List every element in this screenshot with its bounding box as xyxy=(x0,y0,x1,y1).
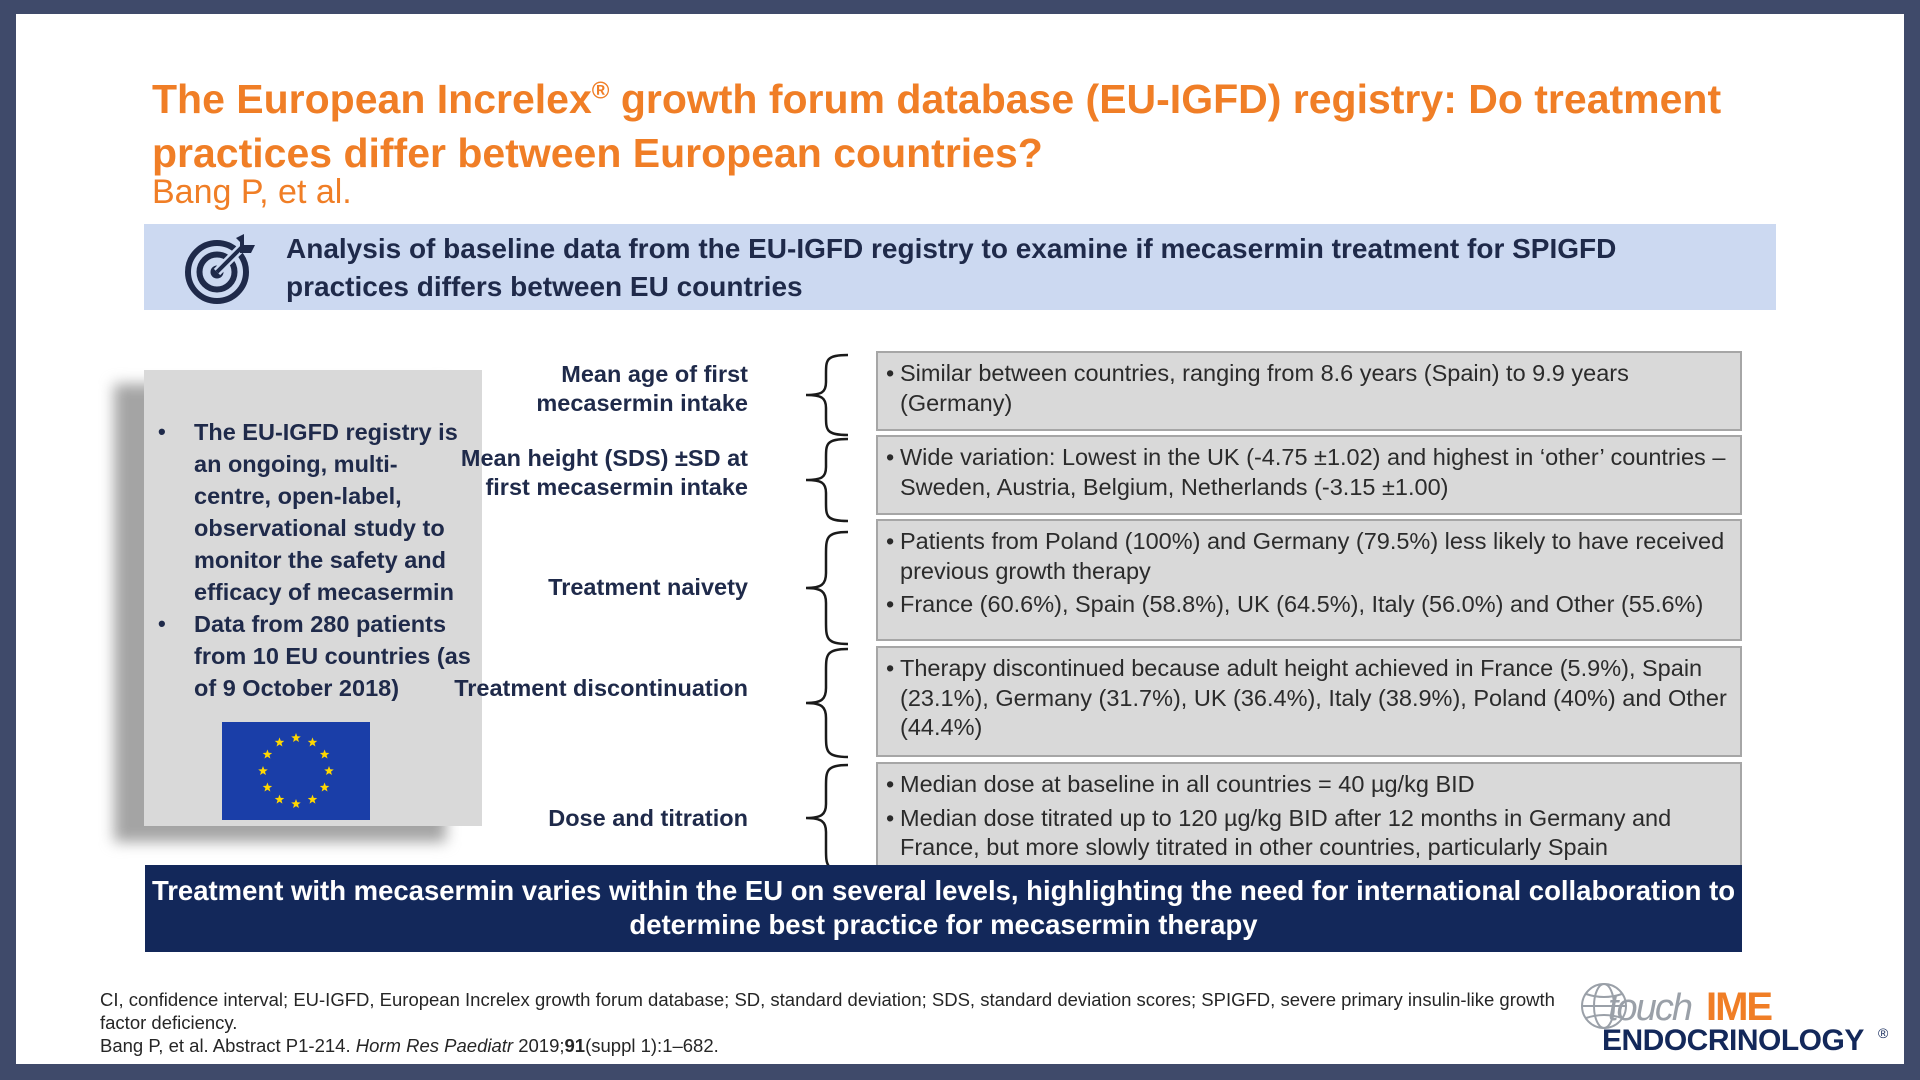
registry-bullets: • The EU-IGFD registry is an ongoing, mul… xyxy=(154,416,472,704)
eu-star-icon xyxy=(262,749,273,759)
row-bullet: • Patients from Poland (100%) and Germany… xyxy=(886,528,1725,584)
row-box-treatment-discontinuation: • Therapy discontinued because adult heig… xyxy=(876,646,1742,757)
brace-icon xyxy=(805,647,849,759)
eu-star-icon xyxy=(274,794,285,804)
logo-ime: IME xyxy=(1706,985,1772,1029)
row-box-dose-titration: • Median dose at baseline in all countrie… xyxy=(876,762,1742,872)
brace-icon xyxy=(805,437,849,523)
row-label-treatment-naivety: Treatment naivety xyxy=(548,574,748,600)
row-label-dose-titration: Dose and titration xyxy=(548,805,748,831)
globe-icon xyxy=(1581,983,1627,1029)
row-bullet: • France (60.6%), Spain (58.8%), UK (64.5… xyxy=(886,591,1704,617)
authors: Bang P, et al. xyxy=(152,173,352,211)
row-label-treatment-discontinuation: Treatment discontinuation xyxy=(454,675,748,701)
aim-text: Analysis of baseline data from the EU-IG… xyxy=(286,233,1617,302)
registered-mark: ® xyxy=(591,77,610,105)
brace-icon xyxy=(805,353,849,437)
row-bullet: • Therapy discontinued because adult heig… xyxy=(886,655,1727,740)
logo-touch: touch xyxy=(1608,987,1692,1029)
touchime-endocrinology-logo: touch IME ENDOCRINOLOGY ® xyxy=(1581,983,1889,1057)
eu-star-icon xyxy=(324,766,334,776)
row-bullet: • Median dose at baseline in all countrie… xyxy=(886,771,1475,797)
slide: The European Increlex® growth forum data… xyxy=(16,14,1904,1064)
row-bullet: • Wide variation: Lowest in the UK (-4.75… xyxy=(886,444,1726,500)
eu-star-icon xyxy=(291,733,301,743)
aim-banner: Analysis of baseline data from the EU-IG… xyxy=(144,224,1776,310)
eu-star-icon xyxy=(319,749,330,759)
eu-star-icon xyxy=(258,766,268,776)
brace-icon xyxy=(805,763,849,873)
footnote: CI, confidence interval; EU-IGFD, Europe… xyxy=(100,988,1580,1057)
target-icon xyxy=(185,234,255,304)
eu-star-icon xyxy=(319,782,330,792)
logo-registered: ® xyxy=(1878,1025,1889,1041)
logo-specialty: ENDOCRINOLOGY xyxy=(1602,1024,1864,1057)
row-box-mean-age: • Similar between countries, ranging from… xyxy=(876,351,1742,431)
conclusion-banner: Treatment with mecasermin varies within … xyxy=(145,865,1742,952)
eu-star-icon xyxy=(307,737,318,747)
eu-star-icon xyxy=(307,794,318,804)
reference: Bang P, et al. Abstract P1-214. Horm Res… xyxy=(100,1035,719,1056)
row-bullet: • Median dose titrated up to 120 µg/kg BI… xyxy=(886,804,1672,861)
row-bullet: • Similar between countries, ranging from… xyxy=(886,360,1629,416)
registry-bullet: • Data from 280 patients from 10 EU count… xyxy=(158,611,471,701)
eu-star-icon xyxy=(274,737,285,747)
row-box-mean-height: • Wide variation: Lowest in the UK (-4.75… xyxy=(876,435,1742,515)
registry-bullet: • The EU-IGFD registry is an ongoing, mul… xyxy=(158,419,458,605)
slide-title: The European Increlex® growth forum data… xyxy=(152,72,1802,180)
row-box-treatment-naivety: • Patients from Poland (100%) and Germany… xyxy=(876,519,1742,641)
eu-star-icon xyxy=(262,782,273,792)
title-part-1: The European Increlex xyxy=(152,76,592,122)
registry-summary-box: • The EU-IGFD registry is an ongoing, mul… xyxy=(144,370,482,826)
eu-star-icon xyxy=(291,799,301,809)
title-part-2: growth forum database (EU-IGFD) registry… xyxy=(152,76,1722,176)
row-label-mean-age: Mean age of first mecasermin intake xyxy=(536,361,748,416)
eu-flag-icon xyxy=(222,722,370,820)
brace-icon xyxy=(805,530,849,646)
abbreviations: CI, confidence interval; EU-IGFD, Europe… xyxy=(100,989,1555,1033)
row-label-mean-height: Mean height (SDS) ±SD at first mecasermi… xyxy=(460,445,748,500)
